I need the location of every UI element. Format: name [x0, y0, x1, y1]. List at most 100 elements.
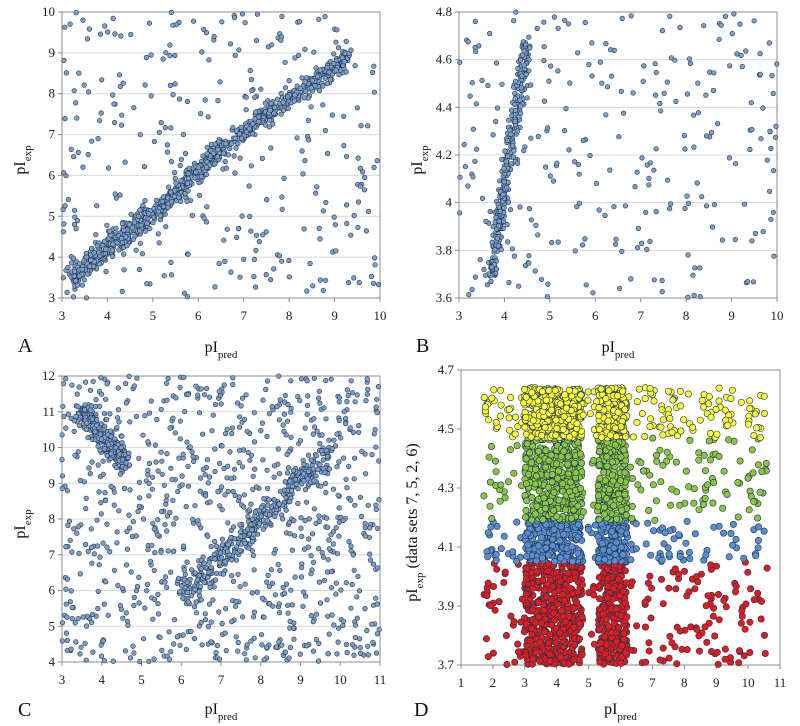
data-point [60, 229, 67, 235]
data-point [200, 153, 206, 159]
y-tick-label: 5 [49, 208, 56, 223]
data-point [110, 15, 116, 22]
data-point [252, 655, 258, 661]
data-point [287, 531, 293, 537]
data-point [102, 497, 109, 504]
data-point [248, 228, 254, 234]
data-point [76, 384, 82, 390]
data-point [63, 70, 69, 76]
data-point [242, 540, 248, 546]
data-point [602, 212, 608, 218]
x-tick-label: 4 [104, 308, 111, 323]
data-point [751, 18, 757, 24]
data-point [109, 253, 116, 259]
data-point [168, 649, 174, 655]
data-point [732, 236, 738, 243]
data-point [259, 420, 266, 426]
data-point [333, 67, 339, 73]
data-point [155, 611, 162, 617]
data-point [651, 167, 657, 173]
data-point [469, 80, 475, 86]
data-point [281, 175, 287, 181]
data-point [168, 159, 175, 165]
data-point [546, 78, 552, 84]
data-point [100, 471, 106, 477]
data-point [158, 119, 164, 126]
data-point [100, 638, 106, 644]
data-point [535, 232, 541, 238]
data-point [338, 587, 344, 593]
data-point [210, 150, 217, 156]
data-point [648, 584, 656, 592]
data-point [198, 566, 204, 572]
data-point [331, 437, 337, 443]
x-tick-label: 8 [683, 308, 690, 323]
data-point [88, 544, 94, 551]
data-point [764, 157, 770, 163]
data-point [324, 80, 330, 87]
data-point [65, 411, 71, 417]
data-point [690, 272, 696, 278]
data-point [191, 635, 198, 642]
data-point [95, 136, 101, 142]
data-point [320, 83, 326, 89]
data-point [367, 551, 373, 557]
data-point [254, 589, 260, 595]
data-point [697, 570, 705, 578]
data-point [225, 488, 231, 495]
data-point [334, 651, 340, 657]
data-point [666, 206, 673, 212]
data-point [289, 473, 295, 479]
data-point [283, 507, 289, 513]
data-point [599, 80, 605, 86]
data-point [158, 449, 164, 455]
data-point [229, 431, 235, 437]
data-point [77, 571, 83, 577]
data-point [118, 33, 124, 39]
data-point [220, 571, 227, 577]
data-point [126, 512, 132, 518]
data-point [232, 15, 238, 21]
data-point [741, 625, 749, 633]
data-point [310, 559, 317, 565]
y-tick-label: 4.4 [436, 99, 453, 114]
data-point [148, 52, 154, 58]
data-point [151, 526, 157, 532]
data-point [82, 379, 89, 385]
y-tick-label: 3.8 [436, 242, 452, 257]
data-point [363, 228, 370, 234]
data-point [150, 220, 156, 226]
data-point [322, 75, 328, 81]
data-point [619, 248, 625, 254]
x-tick-label: 10 [771, 308, 784, 323]
data-point [185, 599, 191, 605]
data-point [319, 549, 325, 556]
data-point [71, 268, 78, 274]
data-point [493, 565, 501, 573]
data-point [374, 396, 380, 402]
data-point [204, 164, 210, 170]
data-point [538, 276, 545, 282]
data-point [184, 559, 190, 565]
data-point [170, 415, 176, 421]
data-point [619, 15, 625, 22]
data-point [94, 203, 100, 209]
data-point [69, 549, 75, 555]
data-point [231, 153, 237, 159]
data-point [73, 278, 79, 284]
data-point [268, 504, 275, 510]
data-point [347, 425, 353, 431]
data-point [63, 630, 69, 636]
data-point [114, 415, 121, 421]
data-point [192, 503, 198, 509]
data-point [124, 243, 130, 249]
data-point [85, 548, 91, 555]
data-point [714, 120, 721, 127]
data-point [329, 112, 336, 118]
data-point [320, 457, 326, 463]
data-point [282, 59, 288, 65]
data-point [115, 233, 121, 239]
data-point [316, 658, 322, 664]
